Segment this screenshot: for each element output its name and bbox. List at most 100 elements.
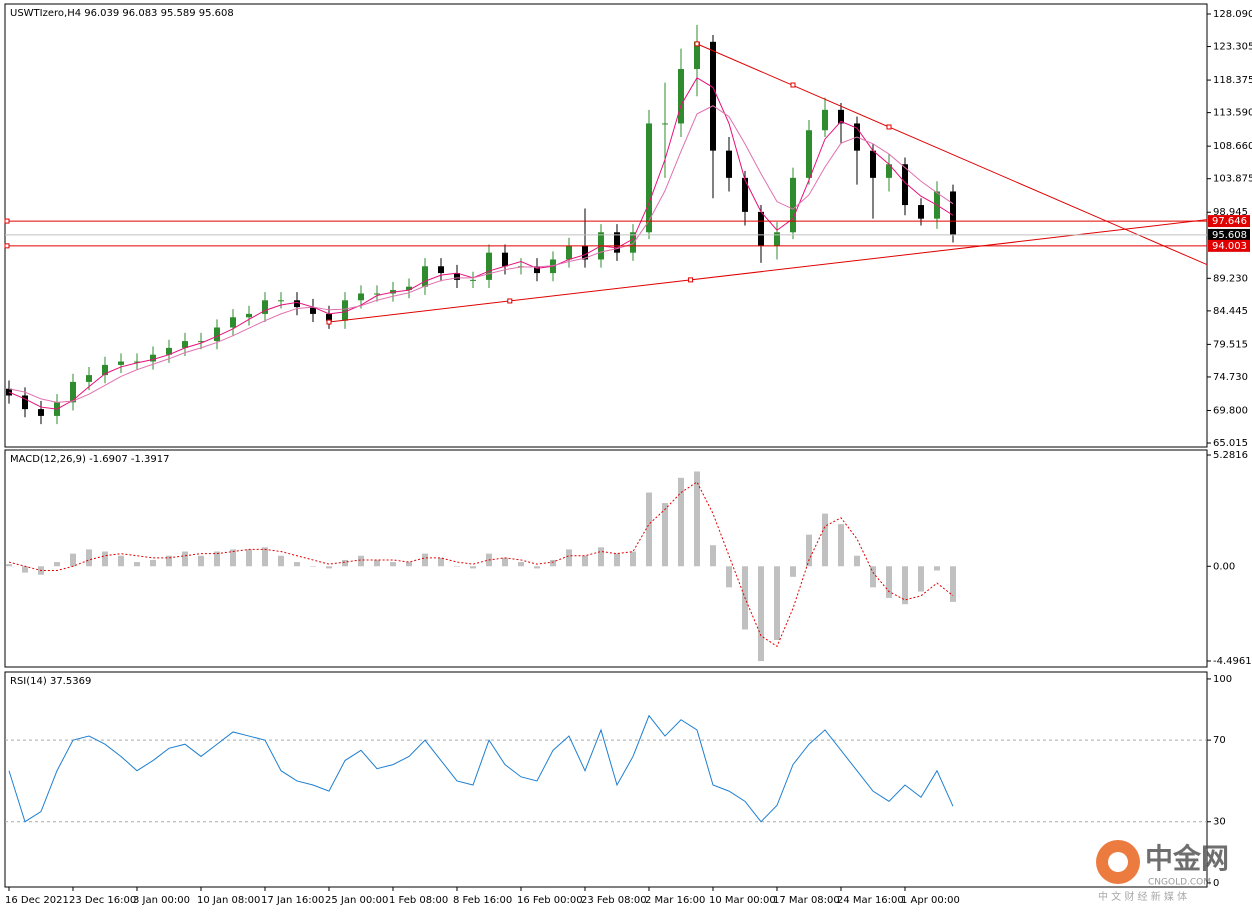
trendline-handle [790,82,796,88]
histogram-bar [822,513,828,567]
y-tick-label: 65.015 [1213,438,1248,449]
candle-body [822,109,828,131]
level-label-bg [1208,215,1250,228]
y-tick-label: 30 [1213,817,1226,828]
candle-body [902,164,908,206]
candle-body [454,273,460,280]
trendline-handle [507,298,513,304]
histogram-bar [950,566,956,602]
candle-body [470,279,476,281]
y-tick-label: 74.730 [1213,372,1248,383]
y-tick-label: 103.875 [1213,174,1252,185]
histogram-bar [598,547,604,567]
histogram-bar [934,566,940,571]
histogram-bar [86,549,92,567]
candle-body [566,245,572,260]
x-tick-label: 23 Dec 16:00 [69,895,136,906]
y-tick-label: 69.800 [1213,405,1248,416]
candle-body [22,395,28,410]
histogram-bar [438,557,444,567]
candle-body [742,177,748,212]
candle-body [758,211,764,246]
candle-body [246,313,252,318]
candle-body [358,293,364,301]
panel-title: MACD(12,26,9) -1.6907 -1.3917 [10,454,170,465]
y-tick-label: 0.00 [1213,561,1235,572]
logo-inner [1108,852,1128,872]
candle-body [182,341,188,348]
x-tick-label: 16 Feb 00:00 [517,895,583,906]
histogram-bar [198,555,204,567]
candle-body [278,300,284,302]
watermark: 中金网 CNGOLD.COM 中 文 财 经 新 媒 体 [1096,840,1229,903]
histogram-bar [262,547,268,567]
histogram-bar [790,566,796,577]
histogram-bar [518,562,524,567]
trendline [328,219,1207,323]
panel-title: USWTIzero,H4 96.039 96.083 95.589 95.608 [10,8,234,19]
histogram-bar [422,553,428,567]
histogram-bar [918,566,924,592]
candle-body [86,375,92,382]
candle-body [134,361,140,363]
candle-body [502,252,508,267]
trendline [696,43,1207,266]
level-label-bg [1208,228,1250,241]
histogram-bar [854,555,860,567]
histogram-bar [70,553,76,567]
y-tick-label: 70 [1213,735,1226,746]
histogram-bar [566,549,572,567]
watermark-tagline: 中 文 财 经 新 媒 体 [1098,890,1187,903]
candle-body [262,300,268,314]
histogram-bar [310,566,316,567]
x-tick-label: 1 Apr 00:00 [901,895,960,906]
candle-body [790,177,796,233]
level-label: 97.646 [1212,216,1247,227]
watermark-url: CNGOLD.COM [1148,878,1211,888]
histogram-bar [710,545,716,567]
candle-body [886,164,892,178]
macd-panel [4,449,1208,668]
panel-title: RSI(14) 37.5369 [10,676,91,687]
candle-body [422,266,428,287]
y-tick-label: 89.230 [1213,273,1248,284]
x-tick-label: 16 Dec 2021 [5,895,69,906]
candle-body [774,232,780,246]
histogram-bar [870,566,876,588]
histogram-bar [726,566,732,588]
x-tick-label: 24 Mar 16:00 [837,895,904,906]
histogram-bar [806,534,812,567]
histogram-bar [502,557,508,567]
y-tick-label: 79.515 [1213,339,1248,350]
histogram-bar [214,551,220,567]
histogram-bar [838,524,844,567]
histogram-bar [454,566,460,567]
trendline-handle [886,124,892,130]
trendline-handle [688,277,694,283]
histogram-bar [326,566,332,569]
histogram-bar [150,559,156,567]
candle-body [38,409,44,416]
watermark-logo: 中金网 [1145,842,1229,875]
candle-body [310,307,316,314]
y-tick-label: 0 [1213,878,1219,889]
candle-body [342,300,348,321]
x-tick-label: 8 Feb 16:00 [453,895,512,906]
x-tick-label: 2 Mar 16:00 [645,895,705,906]
candle-body [118,361,124,365]
histogram-bar [678,477,684,567]
y-tick-label: 118.375 [1213,75,1252,86]
candle-body [726,150,732,178]
candle-body [166,347,172,355]
x-tick-label: 1 Feb 08:00 [389,895,448,906]
histogram-bar [758,566,764,662]
candle-body [230,317,236,328]
histogram-bar [134,562,140,567]
candle-body [662,123,668,125]
candle-body [870,150,876,178]
y-tick-label: 98.945 [1213,207,1248,218]
histogram-bar [614,553,620,567]
histogram-bar [774,566,780,641]
series-line [8,481,954,648]
candle-body [374,293,380,295]
